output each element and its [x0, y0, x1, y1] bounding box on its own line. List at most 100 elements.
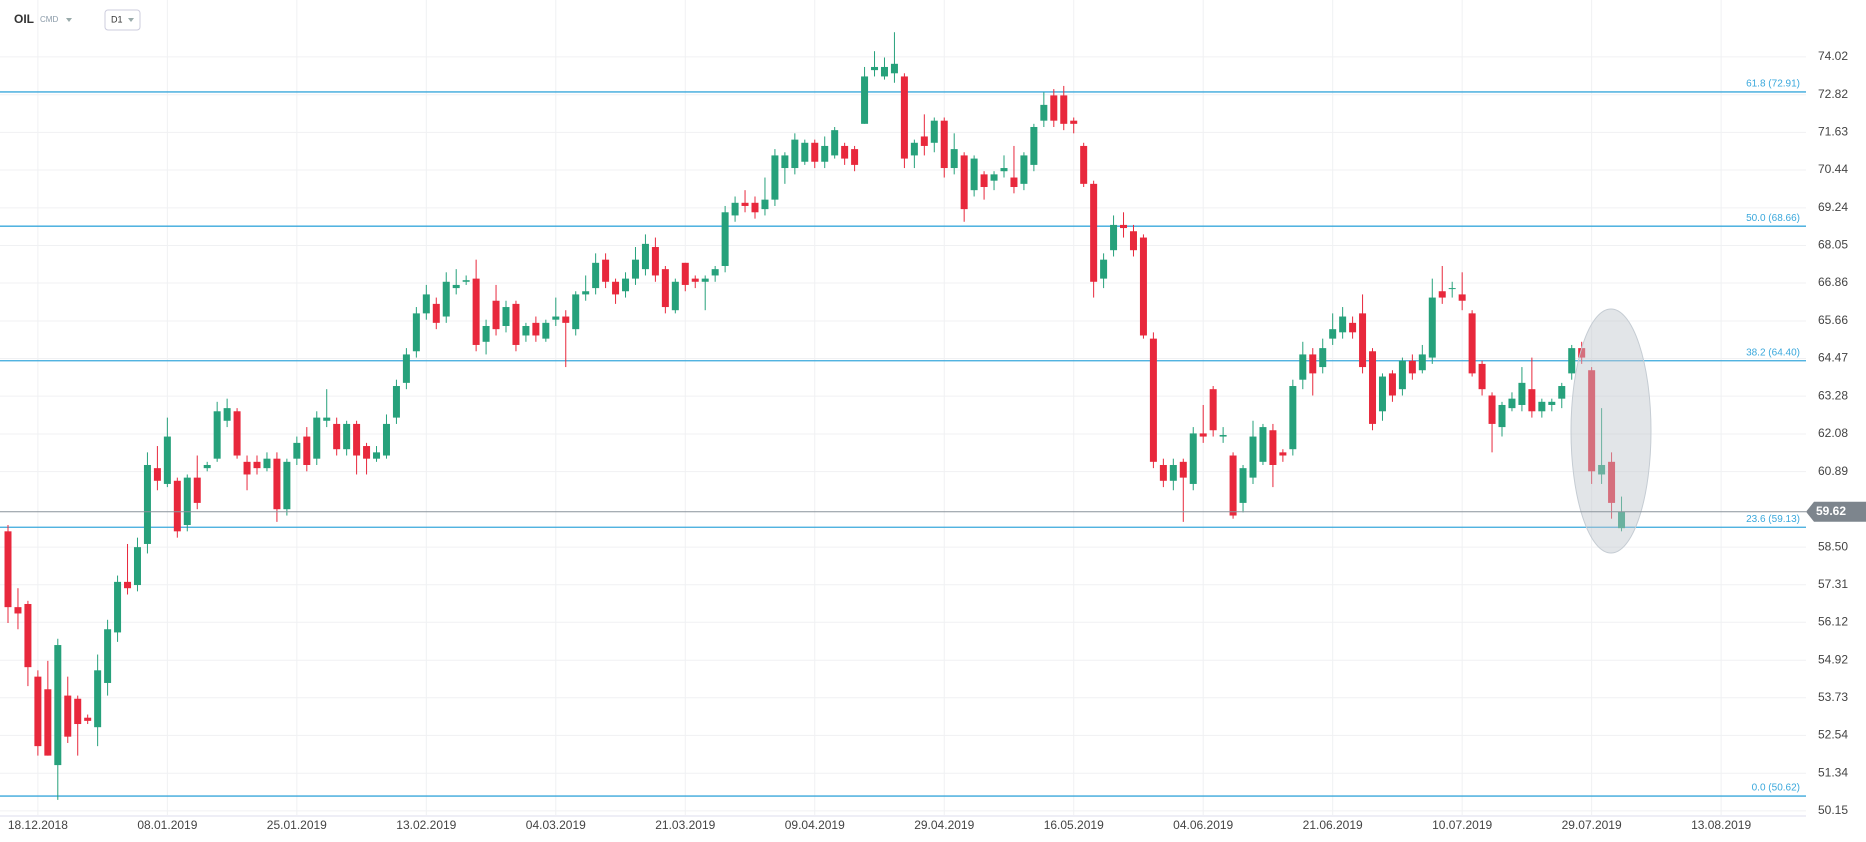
candle-body	[163, 436, 171, 484]
candle-body	[1618, 511, 1626, 529]
y-tick-label: 62.08	[1818, 426, 1848, 440]
candle-body	[751, 202, 759, 213]
candle-body	[44, 689, 52, 756]
candle-body	[930, 120, 938, 143]
candle-body	[691, 278, 699, 282]
candle-body	[173, 480, 181, 532]
candle-body	[592, 262, 600, 289]
y-tick-label: 71.63	[1818, 125, 1848, 139]
candle-body	[771, 155, 779, 200]
candle-body	[1398, 360, 1406, 390]
candle-body	[631, 259, 639, 279]
candle-body	[1169, 464, 1177, 481]
candle-body	[1179, 461, 1187, 478]
candle-body	[651, 247, 659, 276]
candle-body	[1319, 348, 1327, 368]
y-tick-label: 68.05	[1818, 238, 1848, 252]
candle-body	[1329, 329, 1337, 339]
candle-body	[811, 142, 819, 162]
candle-body	[582, 291, 590, 295]
x-tick-label: 16.05.2019	[1044, 818, 1104, 832]
timeframe-box[interactable]	[104, 9, 141, 31]
candle-body	[432, 303, 440, 323]
candle-body	[74, 698, 82, 725]
y-tick-label: 53.73	[1818, 690, 1848, 704]
y-tick-label: 57.31	[1818, 577, 1848, 591]
candle-body	[1090, 183, 1098, 282]
y-tick-label: 52.54	[1818, 728, 1848, 742]
candle-body	[1030, 126, 1038, 165]
candle-body	[1378, 376, 1386, 412]
candle-body	[542, 322, 550, 339]
candle-body	[1359, 313, 1367, 368]
candle-body	[741, 202, 749, 206]
candle-body	[1418, 354, 1426, 371]
candle-body	[482, 326, 490, 342]
candle-body	[871, 66, 879, 71]
candle-body	[1369, 351, 1377, 424]
candle-body	[153, 468, 161, 481]
candle-body	[831, 130, 839, 156]
market[interactable]: CMD	[40, 15, 58, 24]
candle-body	[1498, 404, 1506, 428]
x-tick-label: 09.04.2019	[785, 818, 845, 832]
candle-body	[243, 461, 251, 475]
candle-body	[1408, 360, 1416, 374]
y-tick-label: 74.02	[1818, 49, 1848, 63]
candle-body	[781, 155, 789, 169]
candle-body	[1388, 373, 1396, 396]
timeframe[interactable]: D1	[111, 14, 123, 24]
x-tick-label: 10.07.2019	[1432, 818, 1492, 832]
y-tick-label: 70.44	[1818, 162, 1848, 176]
candle-body	[382, 423, 390, 456]
level-label: 38.2 (64.40)	[1746, 347, 1800, 358]
candle-body	[920, 136, 928, 146]
y-tick-label: 56.12	[1818, 614, 1848, 628]
candle-body	[1339, 316, 1347, 333]
timeframe-dropdown[interactable]	[128, 18, 134, 22]
candle-body	[721, 212, 729, 266]
market-dropdown[interactable]	[66, 18, 72, 22]
candle-body	[34, 676, 42, 747]
candle-body	[353, 423, 361, 456]
candle-body	[14, 607, 22, 614]
candle-body	[1568, 348, 1576, 374]
candle-body	[24, 603, 32, 668]
candle-body	[761, 199, 769, 210]
candle-body	[1309, 354, 1317, 374]
candle-body	[622, 278, 630, 292]
candle-body	[1279, 452, 1287, 456]
candle-body	[1219, 434, 1227, 437]
candle-body	[422, 294, 430, 314]
candle-body	[990, 174, 998, 181]
candle-body	[1528, 389, 1536, 412]
candle-body	[791, 139, 799, 169]
candle-body	[54, 645, 62, 766]
y-tick-label: 51.34	[1818, 765, 1848, 779]
candle-body	[552, 316, 560, 320]
candle-body	[223, 408, 231, 421]
y-tick-label: 64.47	[1818, 351, 1848, 365]
candle-body	[1299, 354, 1307, 380]
x-tick-label: 13.02.2019	[396, 818, 456, 832]
candle-body	[84, 717, 92, 721]
candle-body	[1458, 294, 1466, 301]
x-tick-label: 18.12.2018	[8, 818, 68, 832]
candle-body	[133, 547, 141, 586]
candle-body	[203, 464, 211, 469]
candle-body	[442, 281, 450, 317]
level-label: 50.0 (68.66)	[1746, 213, 1800, 224]
last-price-box	[1806, 501, 1866, 522]
axes: 74.02 72.82 71.63 70.44 69.24 68.05 66.86 65.66…	[0, 49, 1866, 832]
candle-body	[701, 278, 709, 282]
candle-body	[293, 442, 301, 459]
candle-body	[253, 461, 261, 469]
candle-body	[1189, 433, 1197, 484]
candle-body	[392, 386, 400, 418]
candle-body	[283, 461, 291, 510]
candle-body	[363, 446, 371, 459]
candles	[4, 32, 1626, 800]
candle-body	[1428, 297, 1436, 358]
candle-body	[1239, 468, 1247, 503]
